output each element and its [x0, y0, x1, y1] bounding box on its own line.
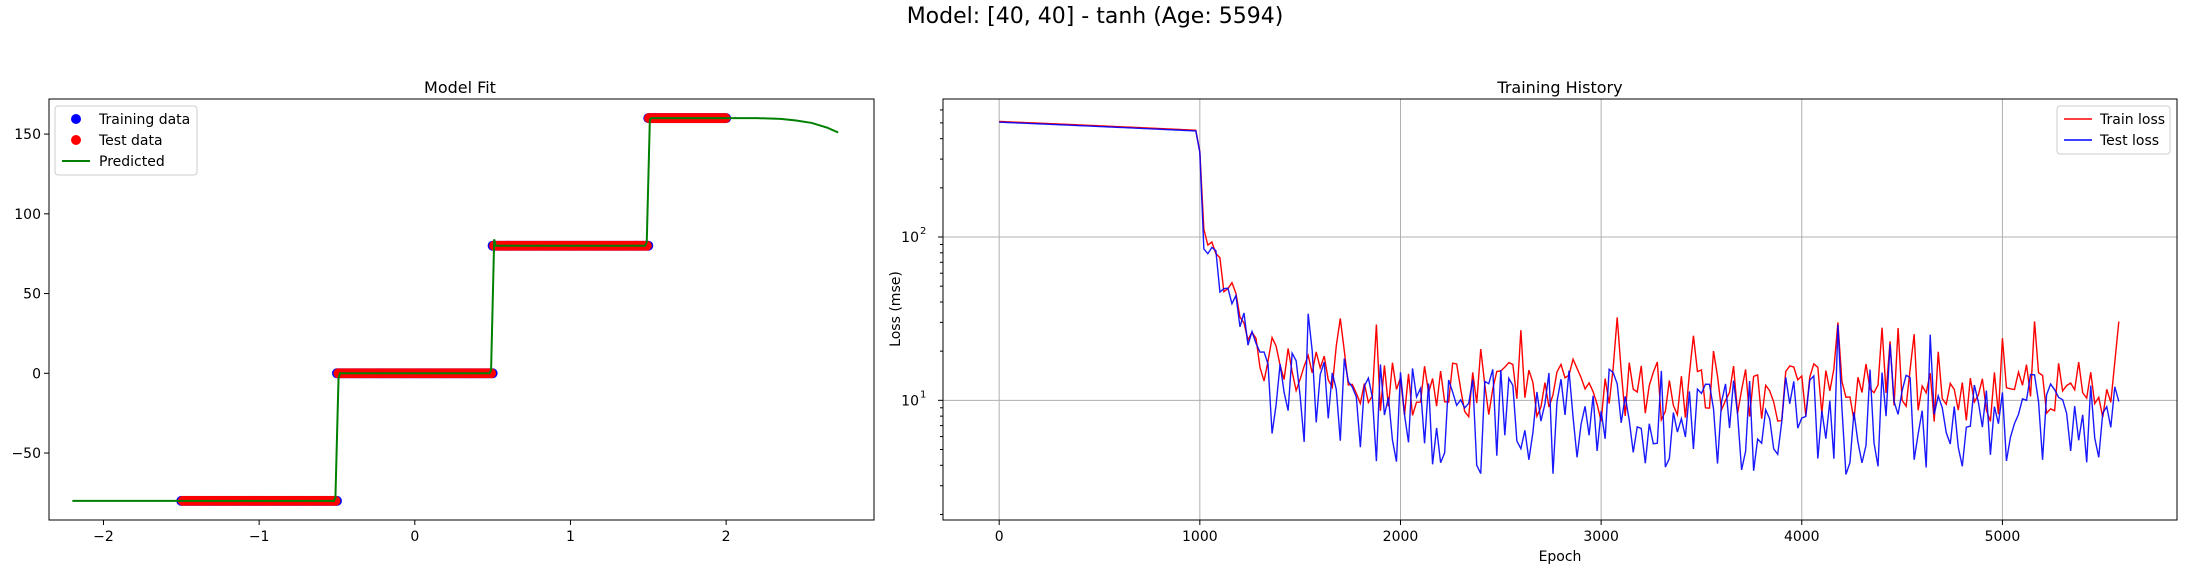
- legend-marker: [71, 114, 81, 124]
- y-tick-label: 10: [901, 393, 919, 409]
- legend-label: Test loss: [2099, 133, 2159, 149]
- legend-box: [2056, 105, 2171, 155]
- legend-label: Training data: [98, 112, 190, 128]
- x-tick-label: −1: [249, 529, 270, 545]
- test-point: [641, 240, 652, 251]
- x-tick-label: 0: [410, 529, 419, 545]
- train-loss-line: [999, 120, 2120, 423]
- model-fit-title: Model Fit: [424, 78, 496, 97]
- model-fit-plot-area: [72, 113, 839, 506]
- training-history-plot-area: [999, 120, 2120, 475]
- x-tick-label: −2: [93, 529, 114, 545]
- y-tick-label: 100: [14, 207, 41, 223]
- training-history-grid: [943, 99, 2177, 520]
- legend-marker: [71, 135, 81, 145]
- model-fit-legend: Training data Test data Predicted: [54, 105, 198, 176]
- training-history-panel: Training History 0 1000 2000 3000 4000 5000 10…: [888, 78, 2178, 565]
- x-tick-label: 4000: [1784, 529, 1820, 545]
- test-point: [330, 495, 341, 506]
- legend-box: [54, 105, 198, 176]
- training-history-title: Training History: [1496, 78, 1622, 97]
- x-tick-label: 1: [566, 529, 575, 545]
- legend-label: Predicted: [99, 154, 165, 170]
- training-history-axes-frame: [942, 98, 2178, 521]
- y-tick-exponent: 1: [920, 389, 926, 400]
- y-tick-label: 150: [14, 127, 41, 143]
- x-tick-label: 2000: [1383, 529, 1419, 545]
- x-tick-label: 0: [995, 529, 1004, 545]
- y-tick-label: −50: [11, 446, 41, 462]
- training-history-legend: Train loss Test loss: [2056, 105, 2171, 155]
- predicted-line: [72, 117, 839, 502]
- test-loss-line: [999, 121, 2120, 475]
- x-tick-label: 3000: [1583, 529, 1619, 545]
- legend-label: Test data: [98, 133, 163, 149]
- x-tick-label: 5000: [1985, 529, 2021, 545]
- training-history-ylabel: Loss (mse): [888, 271, 904, 347]
- training-history-xlabel: Epoch: [1539, 549, 1582, 565]
- legend-label: Train loss: [2099, 112, 2165, 128]
- x-tick-label: 2: [722, 529, 731, 545]
- model-fit-ticks: −2 −1 0 1 2 −50 0 50 100 150: [11, 127, 730, 545]
- model-fit-panel: Model Fit −2 −1 0 1 2 −50 0 50 100 150 Training d…: [11, 78, 875, 545]
- y-tick-exponent: 2: [920, 226, 926, 237]
- model-fit-axes-frame: [48, 98, 875, 521]
- y-tick-label: 10: [901, 230, 919, 246]
- test-point: [486, 368, 497, 379]
- x-tick-label: 1000: [1182, 529, 1218, 545]
- y-tick-label: 0: [32, 366, 41, 382]
- figure-title: Model: [40, 40] - tanh (Age: 5594): [906, 4, 1284, 29]
- y-tick-label: 50: [23, 287, 41, 303]
- data-segment-3: [643, 113, 732, 124]
